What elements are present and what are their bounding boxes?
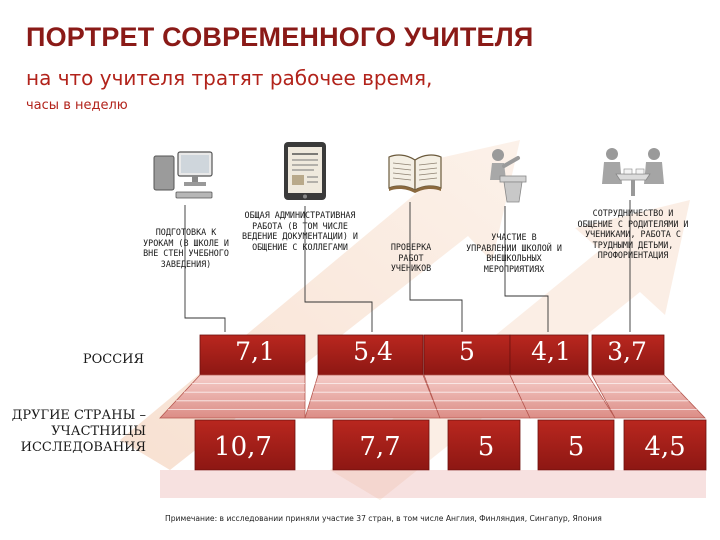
slab-0 [159, 374, 306, 419]
category-label-parents-students: СОТРУДНИЧЕСТВО И ОБЩЕНИЕ С РОДИТЕЛЯМИ И … [577, 208, 689, 261]
value-other-admin-work: 7,7 [359, 432, 401, 462]
connector-1 [304, 206, 373, 332]
russia-bar-2 [423, 334, 511, 376]
value-other-school-management: 5 [567, 432, 585, 462]
slab-3 [509, 374, 616, 419]
unit-label: часы в неделю [26, 98, 128, 113]
slab-4 [591, 374, 706, 419]
tablet-icon [284, 142, 326, 200]
row-label-other-countries: ДРУГИЕ СТРАНЫ – УЧАСТНИЦЫ ИССЛЕДОВАНИЯ [11, 408, 146, 455]
computer-icon [153, 151, 213, 199]
page-title: ПОРТРЕТ СОВРЕМЕННОГО УЧИТЕЛЯ [26, 22, 534, 52]
category-label-lesson-prep: ПОДГОТОВКА К УРОКАМ (В ШКОЛЕ И ВНЕ СТЕН … [143, 227, 229, 269]
value-other-grading: 5 [477, 432, 495, 462]
category-label-grading: ПРОВЕРКА РАБОТ УЧЕНИКОВ [390, 242, 432, 274]
connector-2 [409, 202, 463, 332]
other-bar-3 [537, 419, 615, 471]
value-russia-parents-students: 3,7 [607, 337, 647, 366]
value-russia-school-management: 4,1 [531, 337, 571, 366]
value-russia-lesson-prep: 7,1 [235, 337, 275, 366]
other-bar-1 [332, 419, 430, 471]
other-bar-4 [623, 419, 707, 471]
value-russia-grading: 5 [459, 337, 475, 366]
russia-bar-1 [317, 334, 424, 376]
russia-bar-4 [591, 334, 665, 376]
value-other-parents-students: 4,5 [644, 432, 686, 462]
category-label-school-management: УЧАСТИЕ В УПРАВЛЕНИИ ШКОЛОЙ И ВНЕШКОЛЬНЫ… [466, 232, 562, 274]
connector-3 [504, 206, 549, 332]
page-subtitle: на что учителя тратят рабочее время, [26, 66, 433, 90]
speaker-icon [490, 149, 527, 203]
category-label-admin-work: ОБЩАЯ АДМИНИСТРАТИВНАЯ РАБОТА (В ТОМ ЧИС… [242, 210, 358, 252]
slab-1 [304, 374, 441, 419]
reflection [160, 470, 706, 498]
book-icon [388, 154, 442, 193]
other-bar-0 [194, 419, 296, 471]
russia-bar-0 [199, 334, 306, 376]
value-other-lesson-prep: 10,7 [214, 432, 272, 462]
russia-bar-3 [509, 334, 589, 376]
other-bar-2 [447, 419, 521, 471]
connector-0 [184, 205, 226, 332]
row-label-russia: РОССИЯ [82, 352, 144, 367]
value-russia-admin-work: 5,4 [353, 337, 393, 366]
meeting-icon [602, 148, 664, 196]
footnote: Примечание: в исследовании приняли участ… [165, 514, 602, 523]
